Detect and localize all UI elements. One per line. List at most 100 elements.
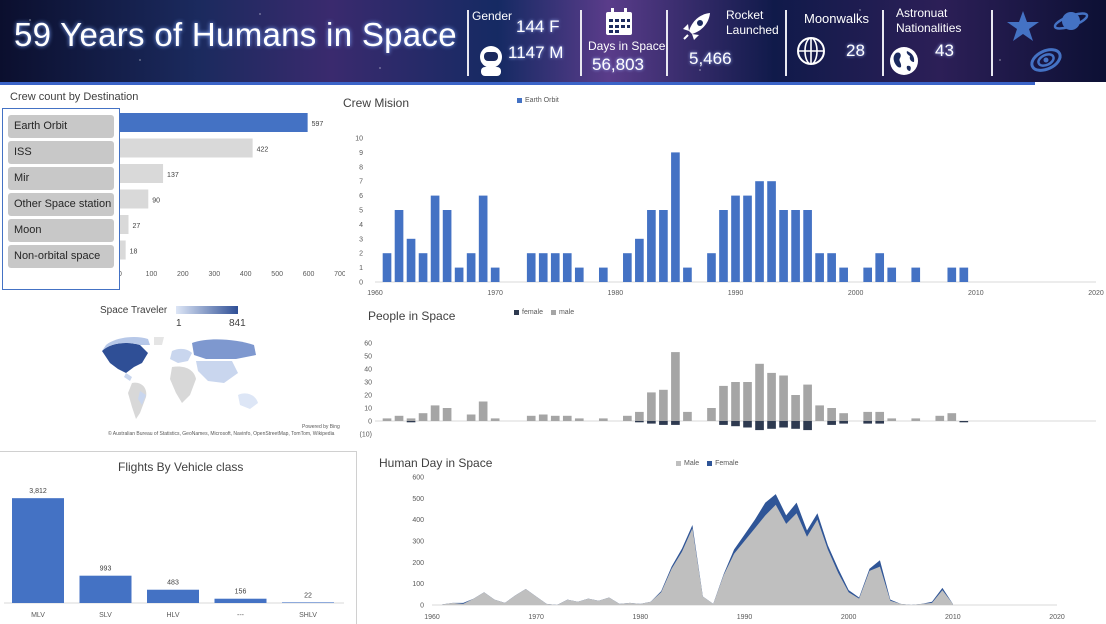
people-male-bar [526,415,536,421]
mission-bar [839,267,848,282]
mission-bar [671,152,680,282]
mission-bar [767,181,776,282]
map-south-america [128,382,147,419]
map-greenland [154,337,164,345]
mission-x-tick: 2010 [968,290,984,297]
days-label: Days in Space [588,39,666,53]
map-russia [192,339,256,359]
people-male-bar [394,415,404,421]
mission-bar [454,267,464,282]
map-powered-by: Powered by Bing [302,424,340,430]
legend-earth-orbit: Earth Orbit [525,97,559,104]
mission-bar [406,238,416,282]
map-asia [196,361,238,383]
vehicle-value-label: 993 [100,566,112,573]
slicer-item-moon[interactable]: Moon [8,219,114,242]
people-male-bar [418,413,428,421]
moonwalks-value: 28 [846,41,865,60]
people-male-bar [574,418,584,421]
nationalities-label-line2: Nationalities [896,21,962,35]
mission-bar [947,267,957,282]
destination-x-tick: 0 [118,271,122,278]
mission-bar [863,267,873,282]
destination-bar [120,164,164,183]
earth-icon [890,47,918,75]
destination-x-tick: 300 [208,271,220,278]
slicer-item-earth-orbit[interactable]: Earth Orbit [8,115,114,138]
map-north-america [102,343,148,373]
mission-bar [911,267,921,282]
mission-bar [538,253,548,282]
slicer-item-non-orbital[interactable]: Non-orbital space [8,245,114,268]
crew-mission-legend: Earth Orbit [517,97,559,104]
destination-bar [120,113,308,132]
people-y-tick: (10) [360,432,372,439]
people-male-bar [659,389,668,421]
mission-y-tick: 8 [359,164,363,171]
dayspace-y-tick: 100 [412,581,424,588]
people-female-bar [875,421,885,424]
dayspace-x-tick: 2010 [945,614,961,621]
kpi-separator [666,10,668,76]
people-male-bar [635,411,644,421]
mission-bar [815,253,824,282]
gender-female-value: 144 F [516,17,560,36]
vehicle-chart: 3,812 MLV 993 SLV 483 HLV 156 --- 22 SHLV [4,488,344,619]
slicer-item-other-station[interactable]: Other Space station [8,193,114,216]
star-icon [1007,11,1039,41]
vehicle-bar [214,598,267,603]
people-male-bar [911,418,921,421]
mission-bar [755,181,764,282]
people-male-bar [935,415,945,421]
legend-swatch [514,309,519,315]
calendar-icon [606,8,632,35]
panel-divider [356,451,357,624]
mission-x-tick: 2020 [1088,290,1104,297]
people-male-bar [550,415,560,421]
people-male-bar [683,411,692,421]
people-male-bar [779,375,788,421]
vehicle-bar [79,575,132,603]
world-map[interactable] [96,333,266,425]
people-male-bar [827,408,836,421]
people-male-bar [466,414,476,421]
mission-y-tick: 6 [359,193,363,200]
rocket-label-line1: Rocket [726,8,764,22]
mission-bar [574,267,584,282]
destination-bar [120,240,126,260]
vehicle-bar [147,589,199,603]
slicer-item-mir[interactable]: Mir [8,167,114,190]
people-male-bar [671,352,680,421]
people-male-bar [755,363,764,421]
people-y-tick: 50 [364,354,372,361]
people-in-space-chart: (10) 0 10 20 30 40 50 60 [360,341,1096,439]
people-male-bar [623,415,632,421]
gender-male-value: 1147 M [508,43,564,62]
mission-bar [550,253,560,282]
destination-slicer: Earth Orbit ISS Mir Other Space station … [2,108,120,290]
crew-mission-chart: 0 1 2 3 4 5 6 7 8 9 10 1960 1970 1980 1990 2000 2010 2020 [355,136,1104,298]
people-y-tick: 60 [364,341,372,348]
people-female-bar [635,421,644,423]
people-y-tick: 30 [364,380,372,387]
people-male-bar [863,411,873,421]
dayspace-y-tick: 200 [412,560,424,567]
nationalities-label-line1: Astronuat [896,6,948,20]
nationalities-value: 43 [935,41,954,60]
vehicle-category-label: SHLV [299,612,317,619]
slicer-item-iss[interactable]: ISS [8,141,114,164]
people-in-space-title: People in Space [368,309,456,323]
moonwalks-label: Moonwalks [804,11,870,26]
destination-x-tick: 500 [271,271,283,278]
crew-mission-title: Crew Mision [343,96,410,110]
destination-value-label: 597 [312,121,324,128]
mission-y-tick: 2 [359,251,363,258]
mission-bar [707,253,716,282]
mission-x-tick: 1970 [487,290,503,297]
mission-bar [623,253,632,282]
header-banner: 59 Years of Humans in Space Gender 144 F… [0,0,1106,82]
destination-bar [120,138,253,158]
mission-bar [478,195,488,282]
mission-bar [430,195,440,282]
galaxy-icon [1030,48,1062,72]
